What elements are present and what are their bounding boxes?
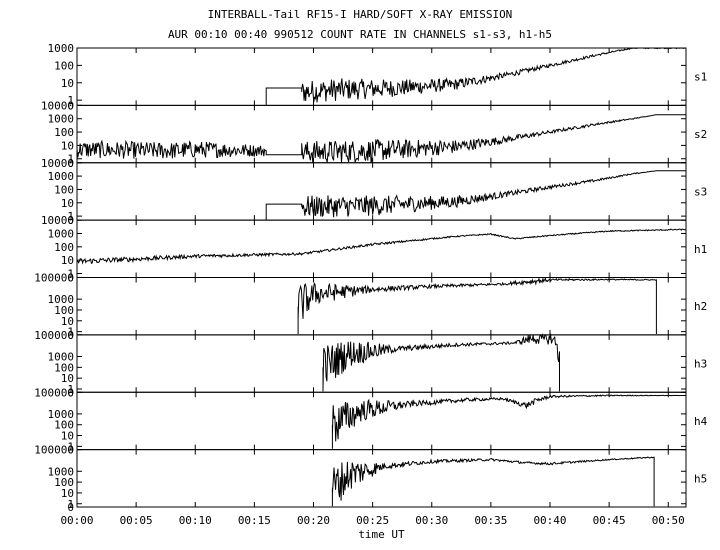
y-tick-label-s3: 10	[61, 197, 74, 210]
series-label-h5: h5	[694, 472, 707, 485]
x-tick-label: 00:20	[297, 514, 330, 527]
y-tick-label-h1: 10	[61, 254, 74, 267]
y-tick-label-s1: 1000	[48, 42, 75, 55]
panel-frame-h5	[76, 449, 687, 508]
x-tick-label: 00:00	[60, 514, 93, 527]
y-tick-label-s2: 1	[67, 153, 74, 166]
x-tick-label: 00:25	[356, 514, 389, 527]
x-tick-label: 00:45	[593, 514, 626, 527]
y-tick-label-s2: 10	[61, 139, 74, 152]
x-tick-label: 00:35	[474, 514, 507, 527]
y-tick-label-h2: 0	[67, 329, 74, 342]
y-tick-label-h3: 0	[67, 386, 74, 399]
y-tick-label-h4: 100000	[34, 386, 74, 399]
y-tick-label-h1: 0	[67, 272, 74, 285]
series-line-h5	[331, 456, 655, 507]
y-tick-label-h2: 10	[61, 315, 74, 328]
series-line-s2	[76, 114, 686, 163]
series-label-h1: h1	[694, 243, 707, 256]
y-tick-label-h3: 1000	[48, 351, 75, 364]
panel-frame-s3	[76, 162, 687, 221]
y-tick-label-h1: 1000	[48, 227, 75, 240]
series-label-s3: s3	[694, 185, 707, 198]
x-tick-label: 00:50	[652, 514, 685, 527]
x-tick-label: 00:15	[238, 514, 271, 527]
y-tick-label-s2: 10000	[41, 99, 74, 112]
panel-frame-h4	[76, 391, 687, 451]
series-label-s2: s2	[694, 128, 707, 141]
y-tick-label-h1: 10000	[41, 214, 74, 227]
y-tick-label-s1: 1	[67, 94, 74, 107]
x-axis-label: time UT	[358, 528, 405, 541]
y-tick-label-s1: 100	[54, 59, 74, 72]
series-label-s1: s1	[694, 71, 707, 84]
y-tick-label-h5: 1000	[48, 465, 75, 478]
y-tick-label-h2: 100000	[34, 272, 74, 285]
y-tick-label-h4: 10	[61, 430, 74, 443]
series-line-h3	[322, 333, 560, 392]
y-tick-label-h5: 100	[54, 476, 74, 489]
y-tick-label-h2: 1000	[48, 293, 75, 306]
y-tick-label-h4: 1000	[48, 408, 75, 421]
y-tick-label-s3: 0	[67, 214, 74, 227]
y-tick-label-s3: 10000	[41, 157, 74, 170]
x-tick-label: 00:40	[533, 514, 566, 527]
series-label-h4: h4	[694, 415, 708, 428]
y-tick-label-h5: 100000	[34, 444, 74, 457]
y-tick-label-h4: 100	[54, 419, 74, 432]
y-tick-label-s2: 0	[67, 157, 74, 170]
y-tick-label-h3: 10	[61, 372, 74, 385]
panel-frame-h1	[76, 219, 687, 278]
panel-frame-h3	[76, 334, 687, 393]
y-tick-label-h3: 100000	[34, 329, 74, 342]
y-tick-label-s2: 100	[54, 126, 74, 139]
y-tick-label-h5: 10	[61, 487, 74, 500]
y-tick-label-h3: 100	[54, 361, 74, 374]
y-tick-label-h1: 100	[54, 241, 74, 254]
y-tick-label-h4: 0	[67, 444, 74, 457]
y-tick-label-s3: 1000	[48, 170, 75, 183]
series-label-h2: h2	[694, 300, 707, 313]
x-tick-label: 00:30	[415, 514, 448, 527]
series-line-h4	[331, 394, 686, 449]
y-tick-label-h4: 1	[67, 440, 74, 453]
y-tick-label-h5: 0	[67, 501, 74, 514]
y-tick-label-h1: 1	[67, 267, 74, 280]
x-tick-label: 00:10	[179, 514, 212, 527]
series-label-h3: h3	[694, 358, 707, 371]
chart-subtitle: AUR 00:10 00:40 990512 COUNT RATE IN CHA…	[167, 28, 553, 41]
y-tick-label-h5: 1	[67, 498, 74, 511]
y-tick-label-s3: 100	[54, 183, 74, 196]
series-line-h1	[76, 228, 687, 265]
series-line-h2	[297, 276, 657, 334]
y-tick-label-s2: 1000	[48, 113, 75, 126]
y-tick-label-h2: 100	[54, 304, 74, 317]
x-tick-label: 00:05	[120, 514, 153, 527]
series-line-s3	[265, 170, 686, 221]
y-tick-label-h3: 1	[67, 383, 74, 396]
panel-frame-h2	[76, 277, 687, 336]
y-tick-label-s1: 10	[61, 77, 74, 90]
chart-title: INTERBALL-Tail RF15-I HARD/SOFT X-RAY EM…	[207, 8, 513, 21]
series-line-s1	[265, 47, 686, 106]
panel-frame-s2	[76, 104, 687, 164]
y-tick-label-s3: 1	[67, 210, 74, 223]
y-tick-label-h2: 1	[67, 326, 74, 339]
y-tick-label-s1: 0	[67, 99, 74, 112]
